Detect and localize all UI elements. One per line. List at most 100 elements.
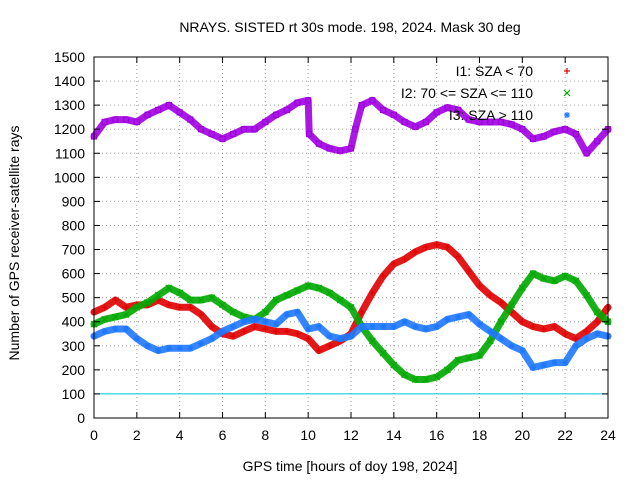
- data-point: [572, 130, 579, 138]
- data-point: [197, 126, 205, 133]
- data-point: [562, 359, 569, 366]
- data-point: [337, 335, 344, 342]
- data-point: [358, 102, 365, 109]
- data-point: [593, 308, 601, 316]
- data-point: [487, 118, 494, 126]
- data-point: [305, 325, 312, 332]
- x-tick-label: 4: [176, 427, 184, 443]
- data-point: [540, 133, 547, 140]
- y-tick-label: 1000: [54, 169, 85, 185]
- data-point: [551, 323, 558, 330]
- data-point: [455, 313, 462, 320]
- data-point: [529, 135, 537, 142]
- data-point: [229, 308, 237, 316]
- data-point: [508, 121, 515, 128]
- data-point: [369, 97, 376, 104]
- data-point: [401, 371, 408, 379]
- data-point: [186, 296, 194, 304]
- data-point: [101, 315, 109, 323]
- data-point: [101, 304, 108, 311]
- data-point: [112, 116, 119, 123]
- data-point: [561, 272, 569, 280]
- data-point: [187, 304, 194, 311]
- data-point: [262, 325, 269, 332]
- data-point: [219, 135, 226, 142]
- data-point: [294, 309, 301, 316]
- data-point: [306, 130, 313, 138]
- chart-title: NRAYS. SISTED rt 30s mode. 198, 2024. Ma…: [179, 19, 520, 35]
- data-point: [315, 323, 322, 330]
- data-point: [519, 318, 526, 325]
- data-point: [594, 330, 601, 337]
- data-point: [401, 318, 408, 325]
- y-tick-label: 600: [62, 266, 86, 282]
- data-point: [583, 150, 590, 157]
- data-point: [144, 342, 151, 349]
- data-point: [486, 337, 494, 345]
- x-tick-label: 24: [600, 427, 616, 443]
- data-point: [144, 299, 151, 306]
- data-point: [444, 316, 451, 323]
- y-tick-label: 100: [62, 386, 86, 402]
- data-point: [336, 296, 344, 304]
- y-tick-label: 1200: [54, 121, 85, 137]
- data-point: [551, 277, 558, 285]
- data-point: [390, 111, 397, 118]
- legend-marker: [563, 89, 571, 97]
- data-point: [380, 106, 387, 114]
- data-point: [123, 116, 130, 123]
- y-tick-label: 300: [62, 338, 86, 354]
- data-point: [583, 291, 591, 299]
- data-point: [165, 345, 172, 352]
- data-point: [572, 342, 579, 349]
- data-point: [283, 106, 290, 114]
- y-tick-label: 900: [62, 193, 86, 209]
- y-tick-label: 700: [62, 242, 86, 258]
- data-point: [562, 330, 569, 337]
- data-point: [369, 289, 376, 296]
- data-point: [401, 256, 408, 263]
- x-tick-label: 0: [90, 427, 98, 443]
- data-point: [208, 294, 216, 302]
- data-point: [219, 328, 226, 335]
- data-point: [487, 328, 494, 335]
- data-point: [111, 313, 119, 321]
- data-point: [412, 123, 419, 130]
- data-point: [165, 102, 173, 109]
- data-point: [412, 323, 419, 330]
- data-point: [497, 118, 505, 126]
- data-point: [508, 342, 515, 349]
- data-point: [540, 325, 547, 332]
- data-point: [433, 373, 441, 381]
- data-point: [219, 301, 226, 309]
- data-point: [551, 128, 558, 135]
- data-point: [487, 292, 494, 299]
- data-point: [352, 126, 359, 133]
- legend-label: I2: 70 <= SZA <= 110: [401, 85, 533, 101]
- x-tick-label: 16: [429, 427, 445, 443]
- data-point: [433, 323, 440, 330]
- data-point: [529, 270, 537, 278]
- data-point: [519, 347, 526, 354]
- x-tick-label: 20: [515, 427, 531, 443]
- data-point: [519, 126, 526, 133]
- data-point: [251, 323, 258, 330]
- data-point: [123, 304, 130, 311]
- data-point: [187, 345, 194, 352]
- data-point: [176, 109, 183, 116]
- x-tick-label: 6: [219, 427, 227, 443]
- x-axis-label: GPS time [hours of doy 198, 2024]: [243, 458, 458, 474]
- legend-marker: [564, 68, 570, 74]
- data-point: [422, 325, 429, 332]
- data-point: [562, 126, 569, 133]
- data-point: [422, 118, 430, 126]
- data-point: [583, 335, 590, 342]
- data-point: [326, 289, 334, 297]
- data-point: [455, 253, 462, 260]
- data-point: [572, 277, 580, 285]
- y-tick-label: 1400: [54, 73, 85, 89]
- data-point: [176, 289, 184, 297]
- data-point: [305, 97, 312, 104]
- data-point: [133, 335, 140, 342]
- legend-label: I1: SZA < 70: [456, 63, 534, 79]
